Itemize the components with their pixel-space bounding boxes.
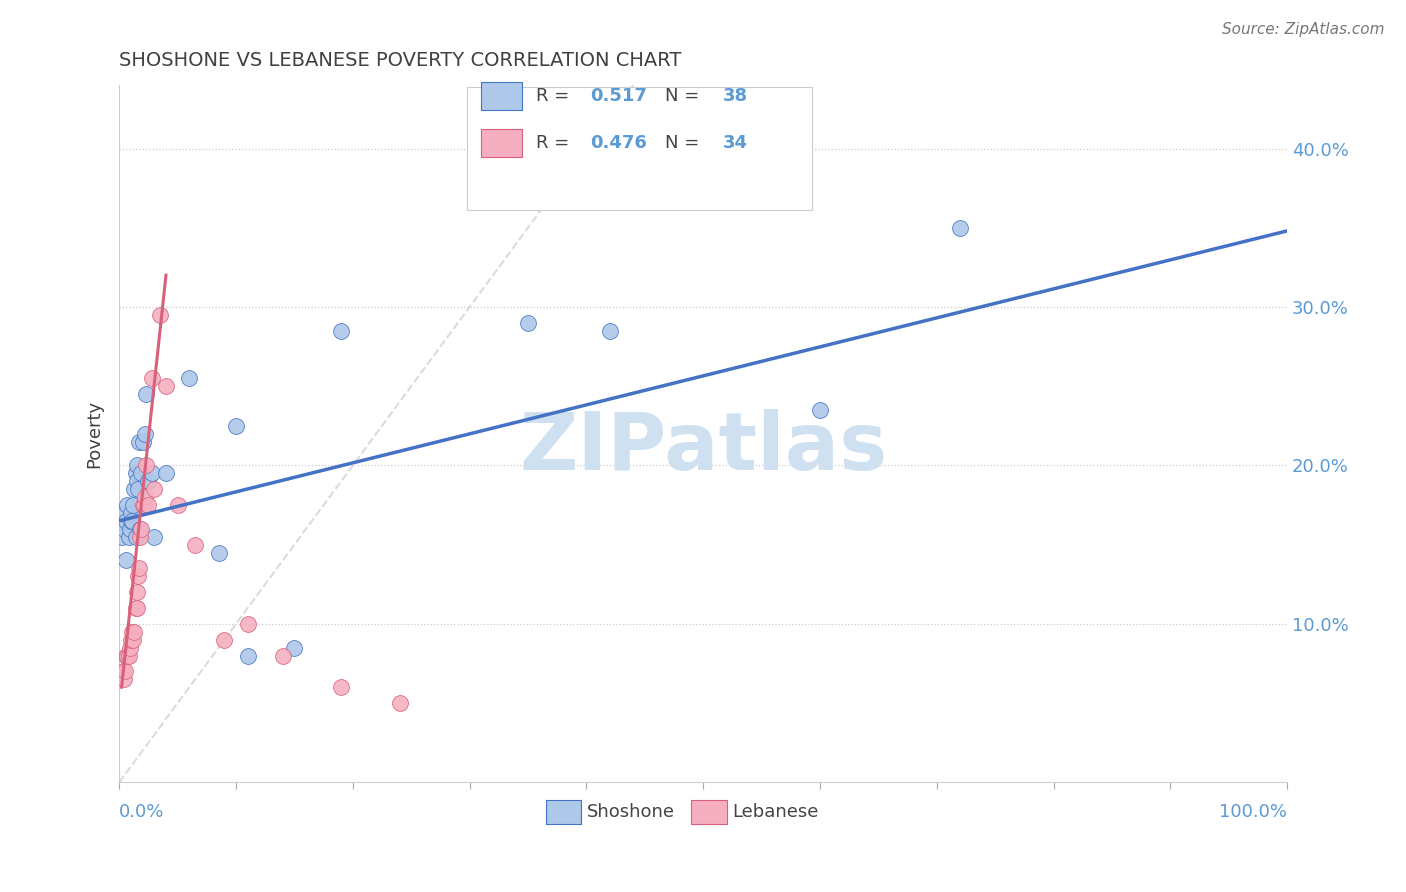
Point (122, 498, 145, 512)
Text: SHOSHONE VS LEBANESE POVERTY CORRELATION CHART: SHOSHONE VS LEBANESE POVERTY CORRELATION… (120, 51, 682, 70)
Point (112, 673, 135, 687)
Text: 100.0%: 100.0% (1219, 803, 1286, 822)
Point (143, 482, 166, 496)
Text: 0.0%: 0.0% (120, 803, 165, 822)
Point (121, 624, 143, 639)
FancyBboxPatch shape (481, 129, 522, 157)
Point (117, 648, 139, 663)
Point (131, 498, 153, 512)
Point (125, 458, 148, 473)
Text: Source: ZipAtlas.com: Source: ZipAtlas.com (1222, 22, 1385, 37)
Point (236, 648, 259, 663)
Point (330, 324, 353, 338)
Point (118, 640, 141, 655)
Point (125, 601, 148, 615)
Point (808, 403, 831, 417)
Point (128, 561, 150, 575)
Point (330, 680, 353, 694)
Point (132, 498, 155, 512)
Point (127, 482, 149, 496)
Point (117, 648, 139, 663)
Point (166, 498, 188, 512)
Point (135, 458, 157, 473)
Point (115, 648, 138, 663)
Text: ZIPatlas: ZIPatlas (519, 409, 887, 487)
Point (283, 640, 305, 655)
Point (124, 624, 146, 639)
Point (135, 387, 157, 401)
Point (127, 569, 149, 583)
FancyBboxPatch shape (692, 800, 727, 824)
Point (120, 514, 142, 528)
Point (120, 632, 142, 647)
Point (110, 530, 132, 544)
Text: R =: R = (536, 134, 575, 152)
Point (141, 371, 163, 385)
Point (155, 467, 177, 481)
Text: 38: 38 (723, 87, 748, 104)
Point (143, 530, 166, 544)
Point (124, 482, 146, 496)
Point (134, 490, 156, 504)
Point (114, 506, 136, 520)
Point (155, 379, 177, 393)
Point (149, 308, 172, 322)
Point (131, 467, 153, 481)
Point (184, 538, 207, 552)
Point (114, 665, 136, 679)
FancyBboxPatch shape (481, 82, 522, 110)
Point (138, 474, 160, 488)
Point (125, 474, 148, 488)
Point (517, 316, 540, 330)
Point (141, 467, 163, 481)
Text: N =: N = (665, 134, 704, 152)
Point (138, 498, 160, 512)
Point (949, 220, 972, 235)
Point (115, 553, 138, 567)
Point (129, 530, 152, 544)
Point (120, 506, 142, 520)
FancyBboxPatch shape (467, 87, 811, 210)
Point (124, 601, 146, 615)
Point (115, 514, 138, 528)
Point (121, 514, 143, 528)
Point (112, 522, 135, 536)
Point (129, 522, 152, 536)
Text: 34: 34 (723, 134, 748, 152)
Point (122, 632, 145, 647)
Point (225, 418, 247, 433)
Point (207, 545, 229, 559)
Point (128, 434, 150, 449)
Y-axis label: Poverty: Poverty (86, 400, 103, 467)
FancyBboxPatch shape (546, 800, 581, 824)
Text: Lebanese: Lebanese (733, 804, 818, 822)
Point (118, 522, 141, 536)
Point (179, 371, 201, 385)
Point (117, 498, 139, 512)
Point (271, 648, 294, 663)
Point (134, 426, 156, 441)
Text: 0.517: 0.517 (591, 87, 647, 104)
Text: 0.476: 0.476 (591, 134, 647, 152)
Point (214, 632, 236, 647)
Text: N =: N = (665, 87, 704, 104)
Point (111, 665, 134, 679)
Point (124, 530, 146, 544)
Point (388, 696, 411, 710)
Point (236, 616, 259, 631)
Point (131, 434, 153, 449)
Point (599, 324, 621, 338)
Text: Shoshone: Shoshone (586, 804, 675, 822)
Point (124, 467, 146, 481)
Point (125, 585, 148, 599)
Point (131, 522, 153, 536)
Point (117, 530, 139, 544)
Text: R =: R = (536, 87, 575, 104)
